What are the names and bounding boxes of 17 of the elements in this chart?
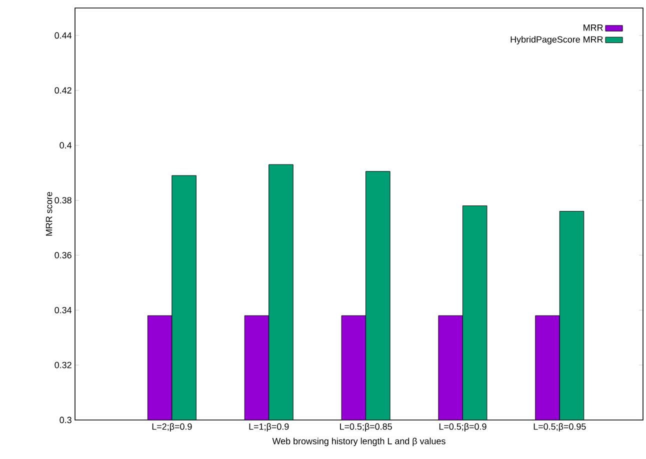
y-tick-label: 0.38 [54, 197, 72, 204]
x-tick-label: L=0.5;β=0.9 [439, 423, 486, 432]
y-tick-label: 0.4 [60, 142, 72, 148]
legend-label: MRR [584, 24, 603, 31]
x-tick-label: L=1;β=0.9 [249, 423, 289, 432]
y-tick-label: 0.34 [54, 306, 72, 314]
x-tick-label: L=0.5;β=0.95 [534, 423, 586, 432]
x-tick-label: L=2;β=0.9 [152, 423, 192, 432]
y-tick-label: 0.44 [54, 32, 72, 39]
x-tick-label: L=0.5;β=0.85 [340, 423, 392, 432]
y-tick-label: 0.42 [54, 87, 72, 94]
legend-label: HybridPageScore MRR [510, 36, 603, 44]
y-tick-label: 0.3 [60, 416, 72, 424]
y-axis-title: MRR score [46, 192, 52, 236]
x-axis-title: Web browsing history length L and β values [272, 438, 446, 446]
y-tick-label: 0.36 [54, 252, 72, 258]
y-tick-label: 0.32 [54, 362, 72, 368]
